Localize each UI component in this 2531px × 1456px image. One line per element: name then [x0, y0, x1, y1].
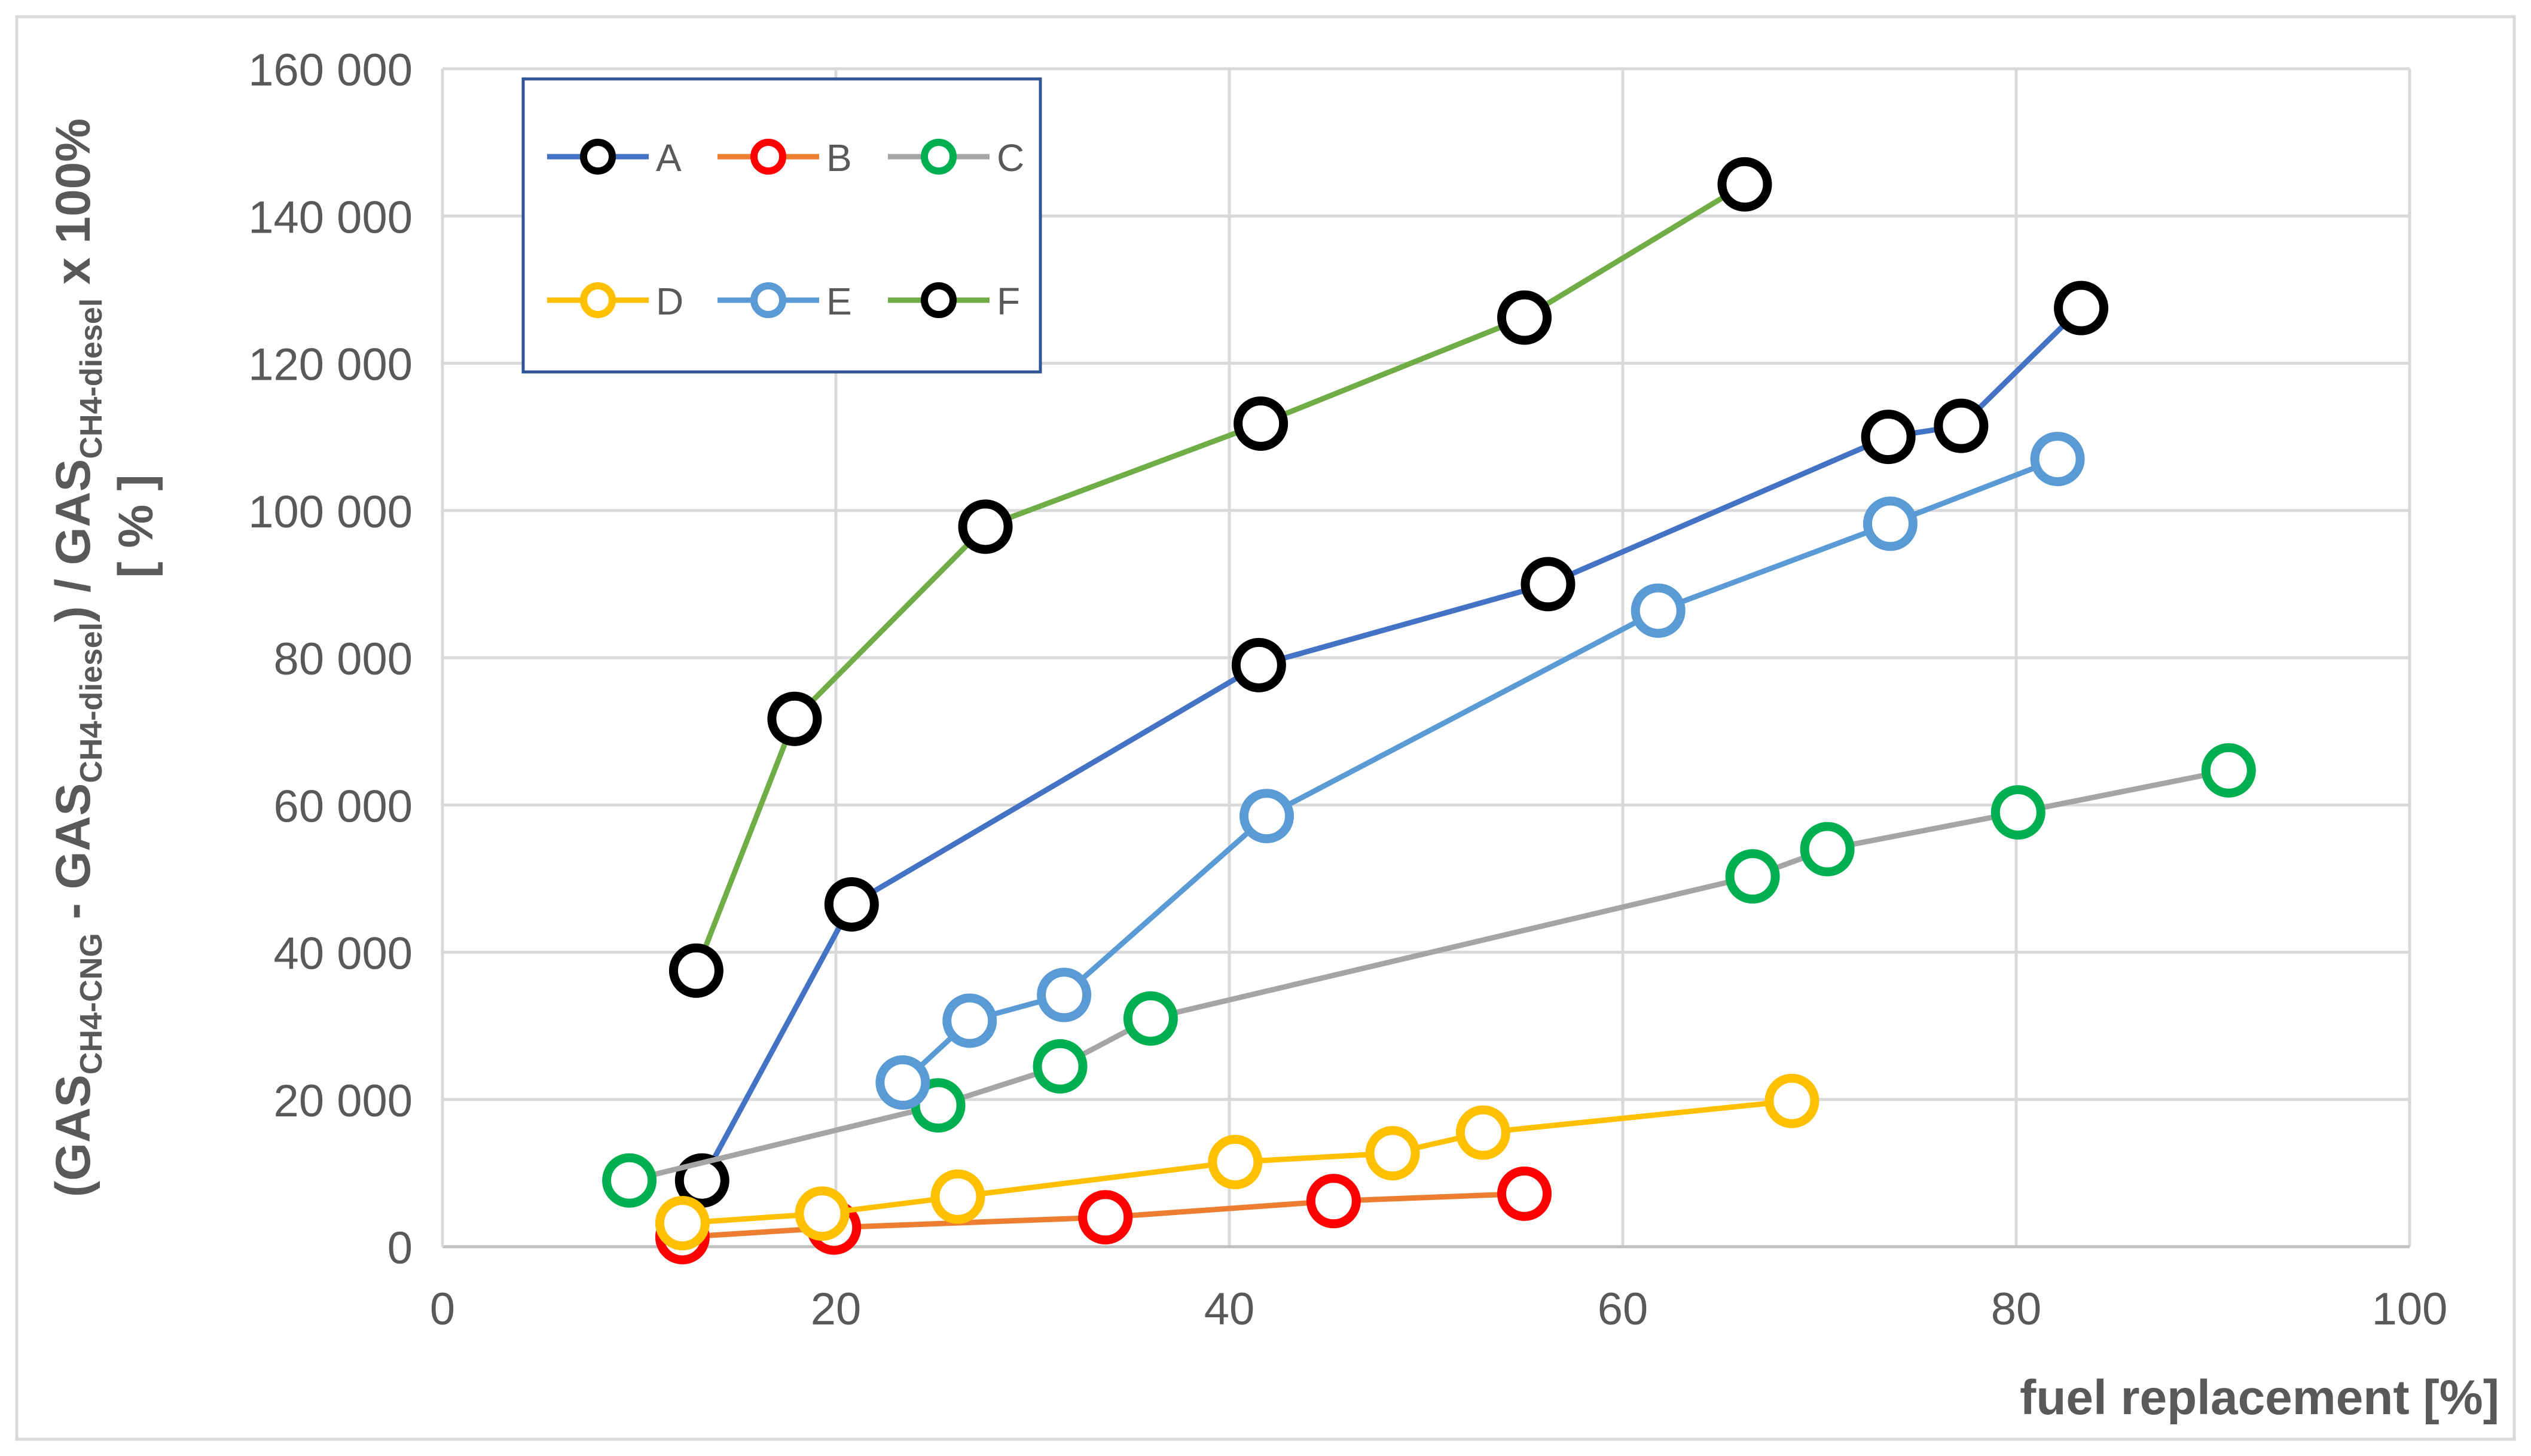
legend-item-D: D [547, 280, 683, 323]
legend-marker [750, 282, 786, 318]
series-D [655, 1073, 1819, 1251]
y-tick-label: 80 000 [274, 634, 413, 685]
legend-item-B: B [718, 136, 852, 179]
y-axis-title-part: x 100% [46, 118, 100, 298]
data-point-D [1208, 1134, 1263, 1189]
legend-item-F: F [888, 280, 1020, 323]
axis-labels: 0 20 000 40 000 60 000 80 000 100 000 120 000 1… [46, 45, 2499, 1425]
data-point-A [1231, 637, 1286, 692]
data-point-D [1455, 1105, 1510, 1160]
y-axis-title-part: (GAS [46, 1075, 100, 1197]
data-point-C [1800, 822, 1855, 877]
y-tick-label: 100 000 [248, 487, 413, 538]
y-tick-label: 140 000 [248, 192, 413, 243]
data-point-D [1365, 1126, 1420, 1181]
legend-marker [580, 139, 616, 175]
data-point-C [1033, 1039, 1088, 1094]
data-point-A [1521, 557, 1576, 612]
legend-box [521, 77, 1042, 374]
y-axis-title-unit: [ % ] [109, 474, 163, 578]
data-point-C [2201, 743, 2256, 798]
y-tick-label: 160 000 [248, 45, 413, 96]
series-E [875, 432, 2085, 1110]
x-tick-label: 40 [1204, 1284, 1255, 1335]
data-point-F [1717, 157, 1772, 212]
data-point-E [1631, 583, 1686, 638]
x-tick-label: 100 [2372, 1284, 2448, 1335]
data-point-F [668, 943, 723, 998]
data-point-D [1764, 1073, 1819, 1128]
legend-label: B [826, 136, 852, 179]
data-point-E [1037, 967, 1092, 1022]
legend-item-E: E [718, 280, 852, 323]
legend-marker [750, 139, 786, 175]
data-point-C [1123, 991, 1178, 1046]
y-axis-title-subscript: CH4-diesel [74, 622, 109, 783]
y-tick-label: 60 000 [274, 781, 413, 832]
data-point-E [1863, 496, 1918, 551]
data-point-C [1725, 849, 1780, 904]
data-point-B [1306, 1174, 1361, 1229]
legend-label: D [656, 280, 683, 323]
legend-label: F [997, 280, 1020, 323]
data-point-F [958, 499, 1013, 554]
x-axis-title: fuel replacement [%] [2020, 1370, 2499, 1425]
series-F [668, 157, 1772, 998]
legend-label: E [826, 280, 852, 323]
axes [441, 69, 2410, 1249]
y-tick-label: 120 000 [248, 340, 413, 390]
data-point-F [1497, 290, 1552, 345]
y-axis-title-part: ) / GAS [46, 459, 100, 622]
legend-item-C: C [888, 136, 1024, 179]
data-point-A [674, 1153, 729, 1208]
data-point-F [1234, 396, 1289, 451]
data-point-D [655, 1196, 710, 1251]
y-axis-title-part: - GAS [46, 783, 100, 933]
y-axis-title: (GASCH4-CNG - GASCH4-diesel) / GASCH4-di… [46, 118, 109, 1197]
data-point-C [1990, 785, 2045, 840]
series-C [602, 743, 2256, 1208]
y-axis-title-subscript: CH4-CNG [74, 933, 109, 1075]
data-point-E [1239, 789, 1294, 844]
series-A [674, 280, 2109, 1208]
data-point-E [875, 1055, 930, 1110]
data-point-E [2030, 432, 2085, 487]
data-point-D [930, 1169, 985, 1224]
y-tick-label: 40 000 [274, 929, 413, 979]
series-line-F [694, 182, 1747, 972]
y-tick-label: 0 [387, 1223, 413, 1274]
data-point-A [1861, 410, 1916, 465]
y-axis-title-subscript: CH4-diesel [74, 298, 109, 459]
legend-marker [921, 282, 957, 318]
data-point-B [1497, 1166, 1552, 1221]
legend-marker [580, 282, 616, 318]
legend-label: C [997, 136, 1024, 179]
data-point-A [1934, 398, 1989, 453]
data-point-B [1078, 1190, 1133, 1245]
data-point-E [942, 993, 997, 1048]
y-tick-label: 20 000 [274, 1076, 413, 1127]
data-point-F [767, 691, 822, 746]
data-point-C [602, 1153, 657, 1208]
legend-marker [921, 139, 957, 175]
data-point-D [795, 1186, 850, 1241]
x-tick-label: 0 [430, 1284, 455, 1335]
legend-item-A: A [547, 136, 682, 179]
x-tick-label: 80 [1991, 1284, 2042, 1335]
data-point-A [2054, 280, 2109, 335]
x-tick-label: 60 [1598, 1284, 1648, 1335]
legend-label: A [656, 136, 682, 179]
x-tick-label: 20 [811, 1284, 862, 1335]
legend: A B C D E F [521, 77, 1042, 374]
series-group [602, 157, 2256, 1265]
chart-border [15, 15, 2516, 1441]
data-point-A [824, 877, 879, 932]
